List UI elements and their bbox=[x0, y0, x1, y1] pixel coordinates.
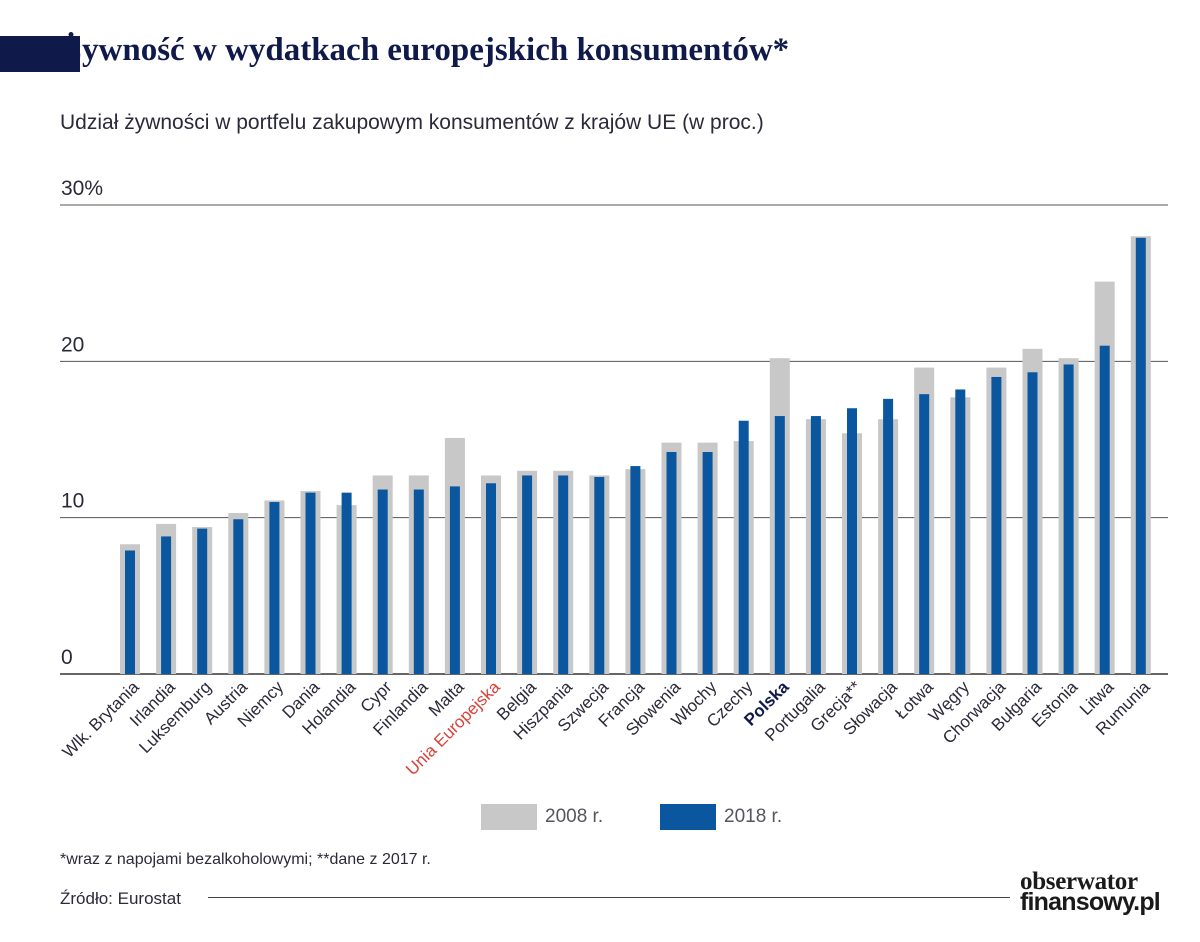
bar-2018 bbox=[486, 483, 496, 674]
bar-2018 bbox=[1135, 237, 1146, 674]
bar-2018 bbox=[1099, 345, 1110, 674]
bar-2018 bbox=[955, 389, 966, 674]
bar-2018 bbox=[774, 416, 785, 674]
bar-2018 bbox=[883, 398, 894, 674]
title-first-letter: Ż bbox=[60, 32, 83, 68]
legend-swatch-2018 bbox=[660, 804, 716, 830]
bar-2018 bbox=[558, 475, 569, 674]
logo-line-2: finansowy.pl bbox=[1020, 888, 1161, 916]
bar-2018 bbox=[991, 376, 1002, 674]
bar-2018 bbox=[377, 489, 388, 674]
legend-label-2018: 2018 r. bbox=[724, 806, 783, 827]
bar-2018 bbox=[449, 486, 460, 674]
y-tick-label: 20 bbox=[61, 333, 84, 356]
legend-label-2008: 2008 r. bbox=[545, 806, 604, 827]
y-tick-label: 10 bbox=[61, 490, 84, 513]
bar-2018 bbox=[666, 452, 677, 674]
footnote: *wraz z napojami bezalkoholowymi; **dane… bbox=[60, 851, 431, 868]
bar-2018 bbox=[269, 502, 280, 674]
y-axis-labels: 30% 20 10 0 bbox=[61, 177, 103, 669]
bar-2018 bbox=[161, 536, 172, 674]
chart-title: Żywność w wydatkach europejskich konsume… bbox=[60, 32, 789, 69]
source-divider bbox=[208, 897, 1010, 898]
bars bbox=[120, 236, 1151, 674]
bar-2018 bbox=[810, 416, 821, 674]
x-axis-labels: Wlk. BrytaniaIrlandiaLuksemburgAustriaNi… bbox=[59, 677, 1154, 779]
y-tick-label: 0 bbox=[61, 646, 73, 669]
source-note: Źródło: Eurostat bbox=[60, 889, 181, 908]
bar-2018 bbox=[413, 489, 424, 674]
bar-2018 bbox=[702, 452, 713, 674]
bar-2018 bbox=[305, 492, 316, 674]
chart-subtitle: Udział żywności w portfelu zakupowym kon… bbox=[60, 111, 764, 134]
title-rest: ywność w wydatkach europejskich konsumen… bbox=[82, 32, 790, 68]
legend-item-2018: 2018 r. bbox=[660, 804, 782, 830]
bar-2018 bbox=[847, 408, 857, 674]
bar-2018 bbox=[1027, 372, 1038, 674]
bar-chart: 30% 20 10 0 Wlk. BrytaniaIrlandiaLuksemburg… bbox=[59, 177, 1168, 779]
publisher-logo: obserwator finansowy.pl bbox=[1020, 868, 1161, 916]
logo-line-1: obserwator bbox=[1020, 868, 1138, 895]
bar-2018 bbox=[522, 475, 533, 674]
legend-swatch-2008 bbox=[481, 804, 537, 830]
bar-2018 bbox=[630, 466, 641, 674]
legend-item-2008: 2008 r. bbox=[481, 804, 603, 830]
bar-2018 bbox=[594, 477, 605, 674]
y-tick-label: 30% bbox=[61, 177, 103, 200]
bar-2018 bbox=[341, 492, 352, 674]
bar-2018 bbox=[125, 550, 135, 674]
bar-2018 bbox=[919, 394, 930, 674]
bar-2018 bbox=[233, 519, 244, 674]
bar-2018 bbox=[738, 420, 749, 674]
bar-2018 bbox=[197, 528, 208, 674]
bar-2018 bbox=[1063, 364, 1074, 674]
title-accent-bar bbox=[0, 36, 80, 72]
